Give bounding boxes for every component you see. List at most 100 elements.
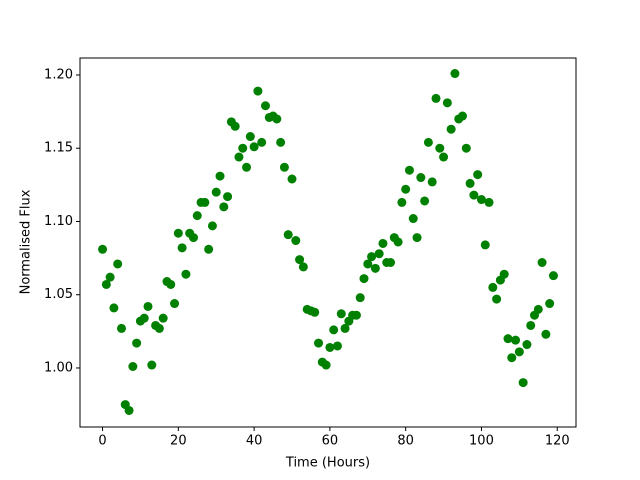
point [204, 244, 214, 254]
point [450, 69, 460, 79]
y-tick-label: 1.15 [44, 141, 73, 156]
point [234, 152, 244, 162]
point [461, 143, 471, 153]
point [336, 309, 346, 319]
point [469, 190, 479, 200]
point [128, 362, 138, 372]
point [458, 111, 468, 121]
point [200, 197, 210, 207]
point [249, 142, 259, 152]
point [181, 269, 191, 279]
point [476, 195, 486, 205]
point [295, 255, 305, 265]
point [279, 162, 289, 172]
x-tick-label: 100 [469, 434, 494, 449]
point [370, 263, 380, 273]
point [298, 262, 308, 272]
y-tick-label: 1.00 [44, 360, 73, 375]
point [435, 143, 445, 153]
y-tick-label: 1.10 [44, 214, 73, 229]
point [439, 152, 449, 162]
y-axis-label: Normalised Flux [19, 189, 34, 294]
point [139, 313, 149, 323]
point [355, 293, 365, 303]
point [363, 259, 373, 269]
point [522, 340, 532, 350]
point [408, 214, 418, 224]
point [545, 299, 555, 309]
point [242, 162, 252, 172]
point [260, 101, 270, 111]
point [359, 274, 369, 284]
point [253, 86, 263, 96]
point [98, 244, 108, 254]
point [219, 202, 229, 212]
point [420, 196, 430, 206]
point [177, 243, 187, 253]
point [503, 334, 513, 344]
x-tick-label: 60 [322, 434, 339, 449]
point [166, 279, 176, 289]
point [147, 360, 157, 370]
point [404, 165, 414, 175]
point [386, 257, 396, 267]
point [423, 137, 433, 147]
point [431, 93, 441, 103]
y-tick-label: 1.05 [44, 287, 73, 302]
point [480, 240, 490, 250]
point [257, 137, 267, 147]
x-axis-label: Time (Hours) [285, 456, 370, 471]
point [116, 323, 126, 333]
point [272, 114, 282, 124]
point [488, 282, 498, 292]
point [124, 405, 134, 415]
point [215, 171, 225, 181]
point [541, 329, 551, 339]
point [401, 184, 411, 194]
point [514, 347, 524, 357]
point [332, 341, 342, 351]
point [170, 299, 180, 309]
y-tick-label: 1.20 [44, 67, 73, 82]
point [442, 98, 452, 108]
point [507, 353, 517, 363]
point [367, 252, 377, 262]
point [537, 257, 547, 267]
point [325, 342, 335, 352]
point [340, 323, 350, 333]
point [533, 304, 543, 314]
point [511, 335, 521, 345]
point [310, 307, 320, 317]
point [143, 301, 153, 311]
point [211, 187, 221, 197]
point [276, 137, 286, 147]
point [154, 323, 164, 333]
plot-frame [79, 57, 577, 428]
point [173, 228, 183, 238]
point [374, 249, 384, 259]
x-tick-label: 80 [397, 434, 414, 449]
point [230, 121, 240, 131]
point [314, 338, 324, 348]
point [113, 259, 123, 269]
point [223, 192, 233, 202]
point [499, 269, 509, 279]
x-tick-label: 120 [545, 434, 570, 449]
point [484, 197, 494, 207]
point [291, 236, 301, 246]
point [427, 177, 437, 187]
point [283, 230, 293, 240]
point [548, 271, 558, 281]
point [105, 272, 115, 282]
point [416, 173, 426, 183]
x-tick-label: 40 [246, 434, 263, 449]
point [245, 132, 255, 142]
point [465, 178, 475, 188]
point [238, 143, 248, 153]
point [287, 174, 297, 184]
point [393, 237, 403, 247]
point [192, 211, 202, 221]
point [518, 378, 528, 388]
